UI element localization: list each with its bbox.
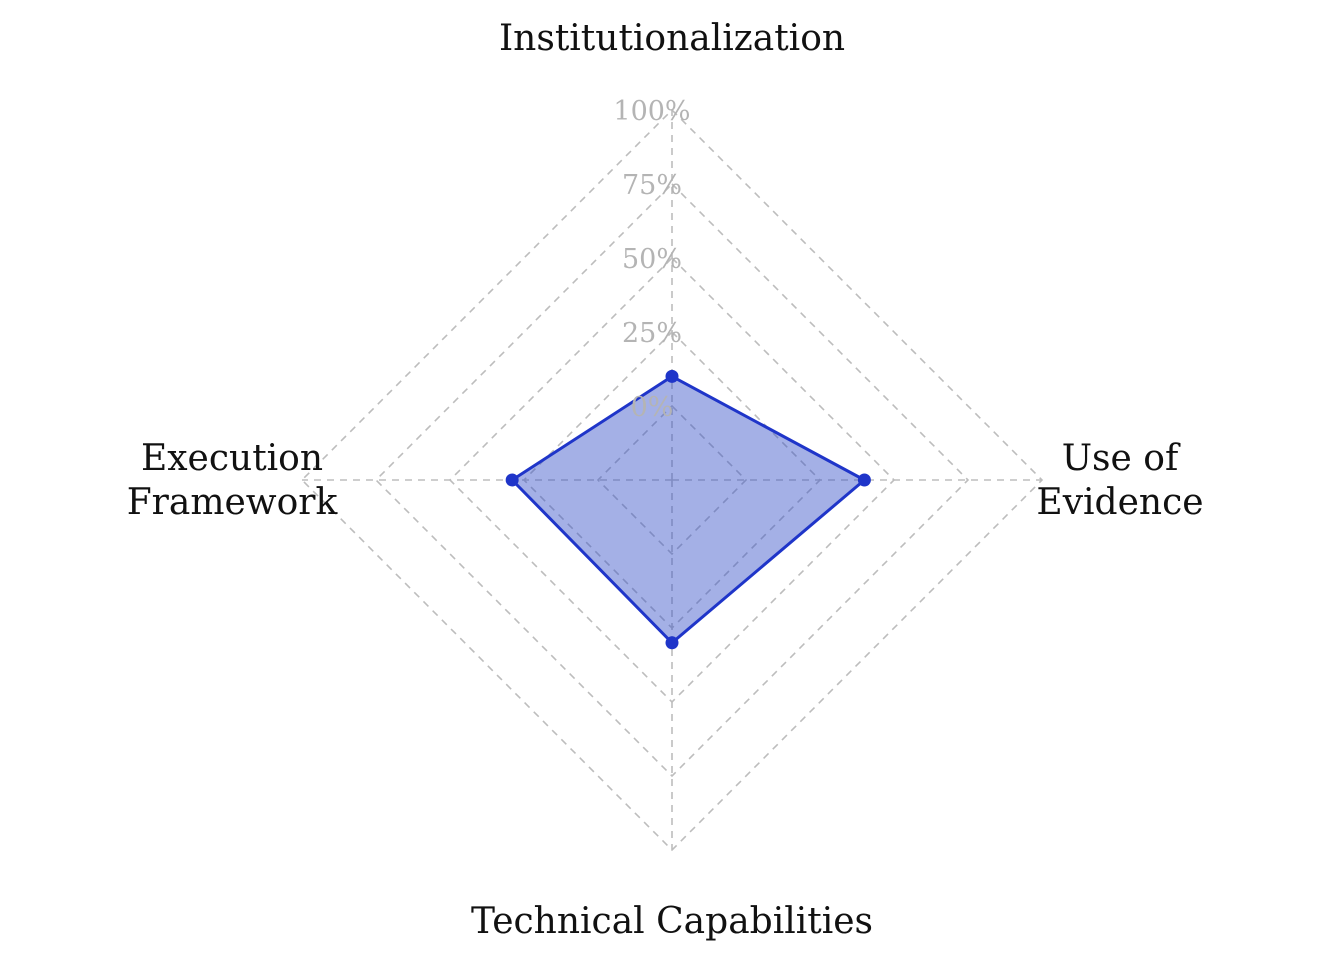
radar-data-point: [665, 636, 679, 650]
radar-series-area: [510, 374, 866, 645]
radar-grid-ring: [374, 182, 970, 778]
axis-label: Use of Evidence: [1036, 438, 1203, 523]
radar-data-point: [505, 473, 519, 487]
radial-tick-label: 50%: [622, 244, 682, 275]
radar-data-point: [857, 473, 871, 487]
radar-series: [505, 369, 871, 650]
radial-tick-label: 25%: [622, 318, 682, 349]
radial-tick-labels: 0% 25% 50% 75% 100%: [613, 96, 690, 423]
radar-grid-ring: [522, 330, 822, 630]
axis-labels: Institutionalization Use of Evidence Techni…: [127, 18, 1204, 942]
radial-tick-label: 0%: [631, 392, 674, 423]
radar-data-point: [665, 369, 679, 383]
axis-label: Technical Capabilities: [471, 901, 873, 942]
radar-grid-ring: [448, 256, 896, 704]
radar-grid-ring: [300, 108, 1044, 852]
radial-tick-label: 75%: [622, 170, 682, 201]
axis-label: Execution Framework: [127, 438, 339, 523]
radial-tick-label: 100%: [613, 96, 690, 127]
axis-label: Institutionalization: [499, 18, 845, 59]
radar-grid-ring: [596, 404, 748, 556]
radar-grid: [300, 108, 1044, 852]
